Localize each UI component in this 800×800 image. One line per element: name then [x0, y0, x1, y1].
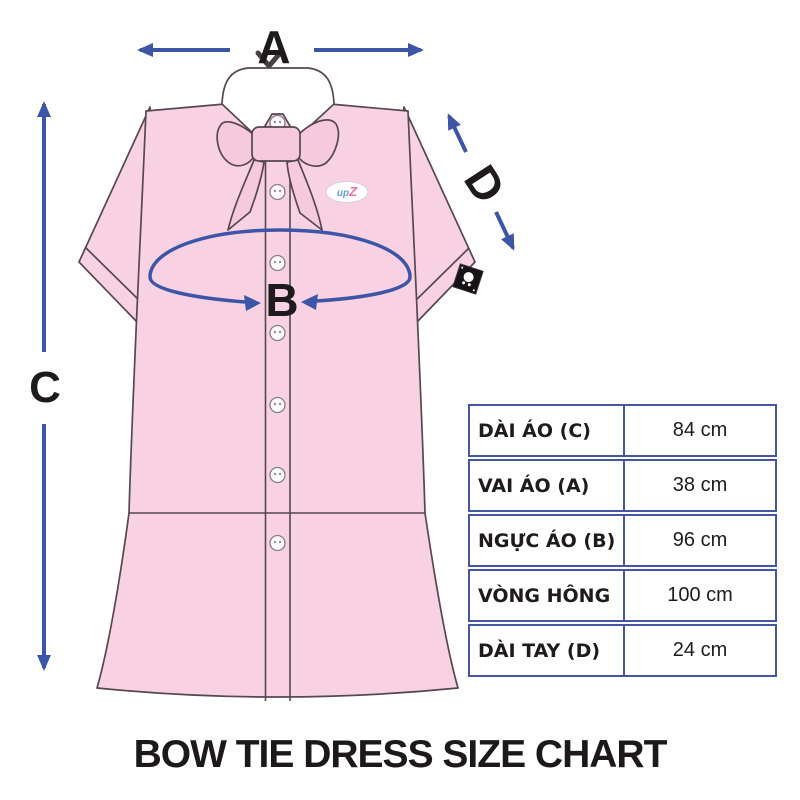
bow-right-loop [297, 119, 340, 167]
table-cell-value: 38 cm [672, 474, 728, 496]
table-row: DÀI TAY (D) 24 cm [468, 624, 777, 677]
table-cell-label: DÀI ÁO (C) [470, 406, 625, 455]
measure-label-c: C [29, 363, 61, 412]
table-row: DÀI ÁO (C) 84 cm [468, 404, 777, 457]
size-table: DÀI ÁO (C) 84 cm VAI ÁO (A) 38 cm NGỰC Á… [468, 404, 777, 679]
table-row: NGỰC ÁO (B) 96 cm [468, 514, 777, 567]
table-row: VAI ÁO (A) 38 cm [468, 459, 777, 512]
table-cell-label: VAI ÁO (A) [470, 461, 625, 510]
table-cell-value: 24 cm [672, 639, 728, 661]
bow-left-loop [216, 121, 255, 167]
brand-logo-z: Z [349, 184, 358, 199]
bow-knot [251, 126, 301, 162]
button-placket [264, 116, 291, 701]
table-cell-label: NGỰC ÁO (B) [470, 516, 625, 565]
bow-tie [216, 119, 340, 231]
buttons [269, 183, 286, 552]
left-cuff-seam [85, 247, 147, 308]
brand-logo-oval [325, 181, 369, 203]
bow-right-tail [286, 159, 323, 231]
page-title: BOW TIE DRESS SIZE CHART [133, 733, 668, 776]
measure-label-b: B [265, 274, 299, 326]
hanger-hook-icon [255, 49, 284, 70]
measurement-arrows [37, 43, 515, 671]
bow-left-tail [227, 159, 265, 231]
table-cell-label: DÀI TAY (D) [470, 626, 625, 675]
table-cell-value: 100 cm [667, 584, 733, 606]
arrow-d-down [494, 211, 515, 251]
right-cuff-seam [408, 247, 470, 308]
table-row: VÒNG HÔNG 100 cm [468, 569, 777, 622]
table-cell-value: 84 cm [672, 419, 728, 441]
arrow-b-right-head [301, 294, 318, 310]
arrow-b-ellipse [148, 228, 412, 304]
table-cell-label: VÒNG HÔNG [470, 571, 625, 620]
table-cell-value: 96 cm [672, 529, 728, 551]
brand-logo-up: up [336, 188, 350, 199]
arrow-d-up [447, 113, 468, 153]
brand-logo-text: upZ [337, 185, 357, 199]
cuff-tag [452, 263, 484, 295]
arrow-b-left-head [244, 295, 261, 311]
measure-label-a: A [257, 21, 291, 73]
